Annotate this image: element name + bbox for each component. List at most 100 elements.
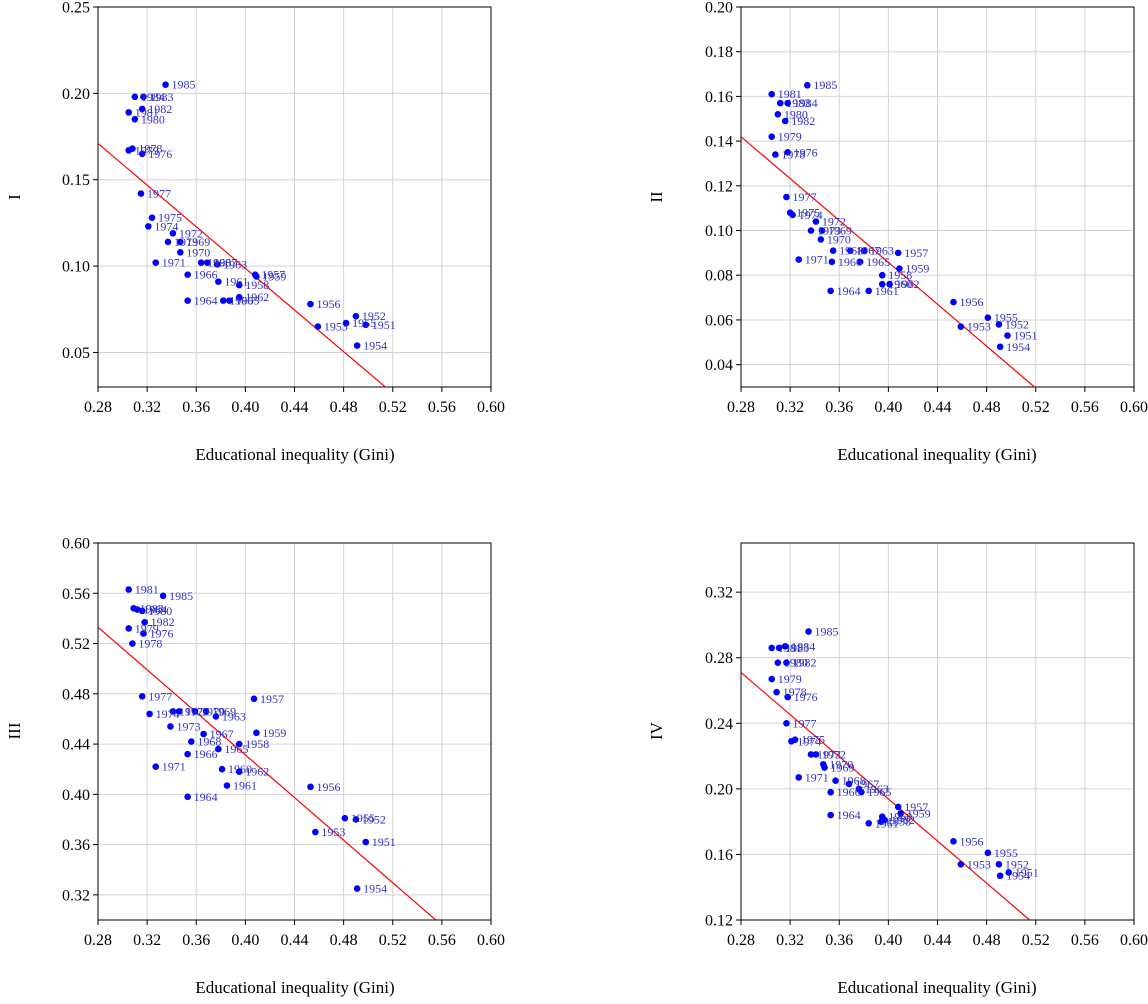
x-tick-label: 0.52 xyxy=(379,399,407,416)
point-label: 1951 xyxy=(1014,329,1038,343)
point-label: 1985 xyxy=(813,78,837,92)
point-label: 1979 xyxy=(135,143,159,157)
point-label: 1984 xyxy=(791,639,815,653)
y-tick-label: 0.44 xyxy=(62,737,90,754)
point-label: 1967 xyxy=(213,256,237,270)
x-axis-title: Educational inequality (Gini) xyxy=(837,445,1036,464)
point-label: 1958 xyxy=(887,815,911,829)
data-point xyxy=(235,768,243,776)
x-tick-label: 0.48 xyxy=(973,399,1001,416)
data-point xyxy=(845,780,853,788)
point-label: 1951 xyxy=(372,835,396,849)
y-tick-label: 0.04 xyxy=(705,357,733,374)
point-label: 1982 xyxy=(148,102,172,116)
point-label: 1976 xyxy=(794,690,818,704)
point-label: 1973 xyxy=(176,719,200,733)
y-tick-label: 0.36 xyxy=(62,837,90,854)
point-label: 1961 xyxy=(875,816,899,830)
y-tick-label: 0.52 xyxy=(62,636,90,653)
data-point xyxy=(253,273,260,280)
data-point xyxy=(881,816,888,824)
point-label: 1978 xyxy=(138,637,162,651)
point-label: 1975 xyxy=(796,206,820,220)
x-tick-label: 0.56 xyxy=(428,399,456,416)
data-point xyxy=(791,736,799,743)
x-tick-label: 0.32 xyxy=(133,932,161,949)
data-point xyxy=(783,720,790,727)
x-tick-label: 0.36 xyxy=(825,932,853,949)
point-label: 1972 xyxy=(179,704,203,718)
data-point xyxy=(768,133,776,140)
data-point xyxy=(786,209,794,216)
point-label: 1980 xyxy=(148,604,172,618)
data-point xyxy=(827,287,834,295)
data-point xyxy=(307,783,314,791)
data-point xyxy=(212,713,220,720)
data-point xyxy=(235,281,243,289)
point-label: 1979 xyxy=(135,621,159,635)
point-label: 1960 xyxy=(229,294,253,308)
point-label: 1980 xyxy=(141,112,165,126)
x-tick-label: 0.48 xyxy=(330,399,358,416)
x-tick-label: 0.56 xyxy=(1071,932,1099,949)
data-point xyxy=(162,81,169,89)
point-label: 1979 xyxy=(778,672,802,686)
x-tick-label: 0.60 xyxy=(1120,399,1148,416)
point-label: 1985 xyxy=(169,589,193,603)
data-point xyxy=(807,227,815,234)
data-point xyxy=(984,849,992,857)
data-point xyxy=(832,777,839,784)
data-point xyxy=(353,885,361,892)
data-point xyxy=(818,227,826,234)
point-label: 1959 xyxy=(262,726,286,740)
data-point xyxy=(140,630,147,637)
x-tick-label: 0.44 xyxy=(281,932,309,949)
point-label: 1967 xyxy=(210,727,234,741)
data-point xyxy=(996,872,1004,880)
point-label: 1953 xyxy=(324,320,348,334)
point-label: 1981 xyxy=(778,87,802,101)
x-tick-label: 0.40 xyxy=(231,399,259,416)
point-label: 1969 xyxy=(831,761,855,775)
point-label: 1957 xyxy=(904,800,928,814)
data-point xyxy=(774,659,782,666)
data-point xyxy=(812,218,820,225)
data-point xyxy=(812,751,820,758)
data-point xyxy=(950,838,957,845)
point-label: 1953 xyxy=(321,825,345,839)
data-point xyxy=(223,782,231,789)
point-label: 1955 xyxy=(352,316,376,330)
point-label: 1954 xyxy=(1006,869,1030,883)
point-label: 1966 xyxy=(838,255,862,269)
data-point xyxy=(235,740,243,748)
point-label: 1972 xyxy=(179,226,203,240)
x-tick-label: 0.28 xyxy=(727,932,755,949)
point-label: 1983 xyxy=(140,601,164,615)
data-point xyxy=(996,343,1004,351)
y-axis-title: IV xyxy=(647,721,666,740)
data-point xyxy=(995,321,1003,328)
fit-line xyxy=(741,136,1035,387)
point-label: 1975 xyxy=(185,704,209,718)
point-label: 1978 xyxy=(138,142,162,156)
point-label: 1984 xyxy=(141,90,165,104)
data-point xyxy=(175,708,183,715)
x-tick-label: 0.32 xyxy=(133,399,161,416)
point-label: 1973 xyxy=(817,747,841,761)
y-tick-label: 0.20 xyxy=(62,86,90,103)
point-label: 1964 xyxy=(837,808,861,822)
point-label: 1960 xyxy=(888,277,912,291)
y-tick-label: 0.32 xyxy=(705,585,733,602)
data-point xyxy=(197,259,205,266)
data-point xyxy=(141,618,148,626)
point-label: 1974 xyxy=(154,219,178,233)
point-label: 1983 xyxy=(785,641,809,655)
data-point xyxy=(200,730,207,738)
plot-frame xyxy=(740,542,1135,921)
data-point xyxy=(1005,869,1013,876)
point-label: 1963 xyxy=(870,244,894,258)
point-label: 1960 xyxy=(888,810,912,824)
data-point xyxy=(783,659,790,666)
y-axis-title: III xyxy=(5,722,24,739)
y-tick-label: 0.16 xyxy=(705,847,733,864)
